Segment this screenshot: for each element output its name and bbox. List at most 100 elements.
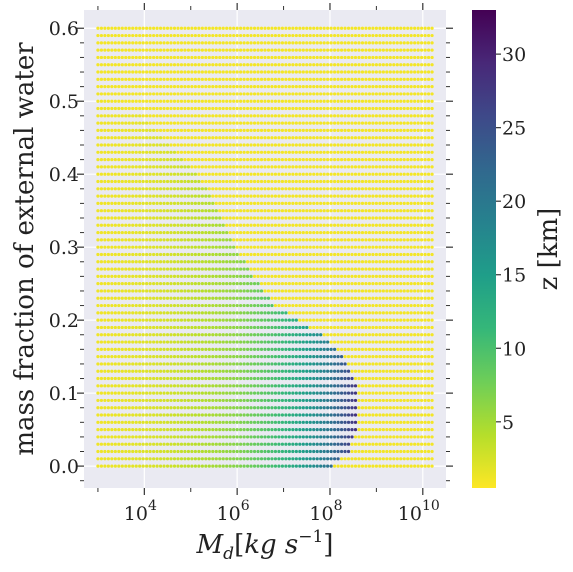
- data-point: [364, 179, 368, 184]
- data-point: [193, 282, 197, 286]
- data-point: [312, 435, 316, 439]
- data-point: [214, 238, 218, 242]
- data-point: [158, 282, 163, 286]
- data-point: [197, 252, 201, 257]
- data-point: [259, 128, 264, 133]
- data-point: [294, 114, 298, 118]
- data-point: [312, 267, 316, 271]
- data-point: [287, 420, 291, 424]
- data-point: [427, 128, 431, 133]
- data-point: [131, 413, 135, 417]
- data-point: [392, 282, 396, 286]
- data-point: [148, 449, 152, 454]
- data-point: [392, 435, 396, 439]
- data-point: [200, 216, 204, 220]
- data-point: [249, 128, 253, 133]
- data-point: [120, 143, 124, 147]
- data-point: [256, 355, 260, 359]
- data-point: [350, 435, 354, 439]
- data-point: [232, 303, 236, 308]
- data-point: [430, 457, 434, 461]
- data-point: [378, 442, 382, 446]
- data-point: [298, 187, 302, 191]
- data-point: [280, 347, 284, 351]
- data-point: [346, 150, 351, 154]
- data-point: [162, 311, 166, 315]
- data-point: [360, 355, 365, 359]
- data-point: [113, 376, 117, 381]
- data-point: [294, 230, 298, 235]
- data-point: [117, 340, 121, 344]
- data-point: [319, 245, 323, 249]
- data-point: [259, 398, 264, 403]
- data-point: [99, 384, 103, 388]
- data-point: [319, 252, 323, 257]
- data-point: [134, 391, 138, 395]
- data-point: [256, 201, 260, 205]
- data-point: [378, 245, 382, 249]
- data-point: [252, 230, 257, 235]
- data-point: [298, 150, 302, 154]
- data-point: [232, 420, 236, 424]
- data-point: [193, 230, 197, 235]
- data-point: [239, 391, 243, 395]
- data-point: [117, 106, 121, 111]
- data-point: [218, 99, 222, 103]
- data-point: [96, 413, 100, 417]
- data-point: [360, 398, 365, 403]
- data-point: [357, 172, 361, 176]
- data-point: [148, 209, 152, 213]
- data-point: [427, 143, 431, 147]
- data-point: [256, 296, 260, 300]
- data-point: [430, 289, 434, 293]
- data-point: [183, 223, 187, 227]
- data-point: [232, 442, 236, 446]
- data-point: [193, 311, 197, 315]
- data-point: [312, 296, 316, 300]
- data-point: [367, 391, 372, 395]
- data-point: [152, 384, 156, 388]
- data-point: [294, 274, 298, 278]
- data-point: [183, 428, 187, 432]
- data-point: [246, 391, 250, 395]
- data-point: [235, 194, 239, 198]
- data-point: [298, 216, 302, 220]
- data-point: [190, 274, 194, 278]
- data-point: [221, 391, 225, 395]
- data-point: [294, 413, 298, 417]
- data-point: [127, 165, 131, 169]
- data-point: [165, 406, 170, 410]
- data-point: [420, 209, 424, 213]
- data-point: [319, 99, 323, 103]
- data-point: [165, 128, 170, 133]
- data-point: [207, 318, 211, 322]
- data-point: [134, 92, 138, 96]
- data-point: [165, 369, 170, 373]
- data-point: [158, 325, 163, 330]
- data-point: [207, 355, 211, 359]
- data-point: [141, 296, 145, 300]
- data-point: [99, 136, 103, 140]
- data-point: [399, 457, 403, 461]
- data-point: [326, 347, 330, 351]
- data-point: [190, 362, 194, 366]
- data-point: [367, 325, 372, 330]
- data-point: [214, 355, 218, 359]
- data-point: [124, 435, 128, 439]
- data-point: [291, 435, 295, 439]
- data-point: [117, 121, 121, 125]
- data-point: [113, 303, 117, 308]
- data-point: [103, 106, 107, 111]
- data-point: [378, 216, 382, 220]
- data-point: [232, 252, 236, 257]
- data-point: [388, 106, 392, 111]
- data-point: [371, 274, 375, 278]
- data-point: [423, 260, 427, 264]
- data-point: [207, 340, 211, 344]
- data-point: [179, 252, 184, 257]
- data-point: [346, 99, 351, 103]
- data-point: [346, 333, 351, 337]
- data-point: [158, 347, 163, 351]
- data-point: [235, 303, 239, 308]
- data-point: [329, 464, 333, 468]
